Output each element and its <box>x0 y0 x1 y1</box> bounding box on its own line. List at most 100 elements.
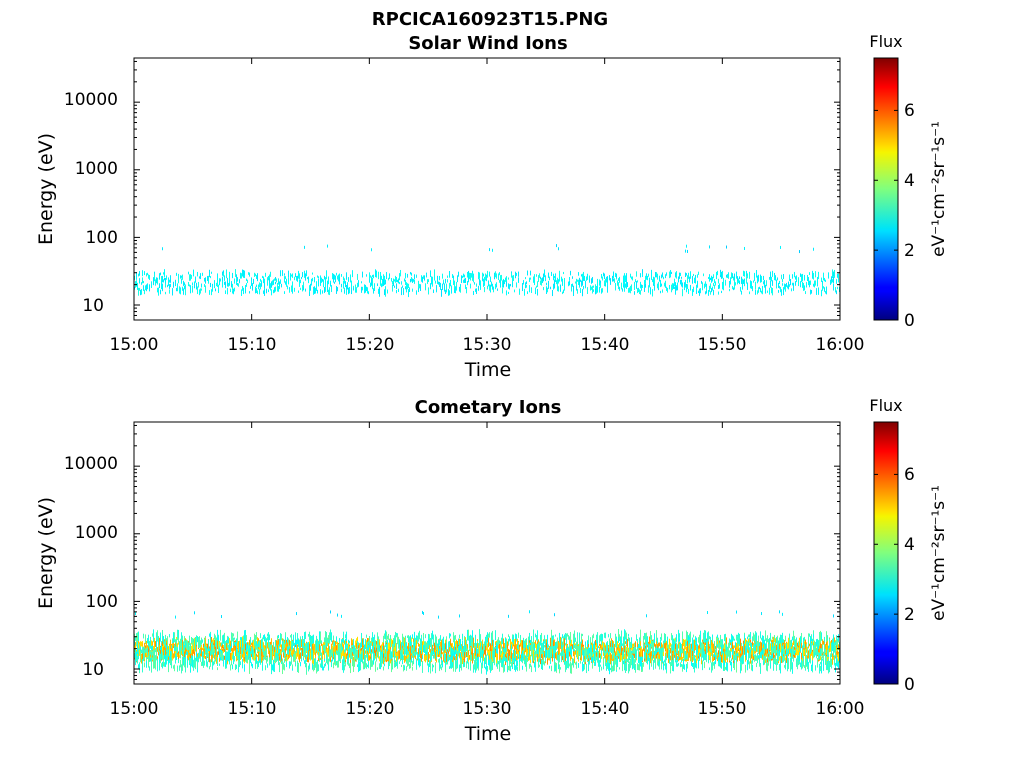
heatmap-cell <box>226 662 227 669</box>
heatmap-cell <box>518 271 519 277</box>
heatmap-cell <box>486 654 487 664</box>
heatmap-cell <box>138 664 139 669</box>
heatmap-cell <box>682 288 683 297</box>
heatmap-cell <box>445 289 446 294</box>
heatmap-cell <box>443 654 444 662</box>
heatmap-cell <box>236 651 237 662</box>
heatmap-cell <box>278 644 279 655</box>
heatmap-cell <box>648 285 649 293</box>
heatmap-cell <box>461 651 462 662</box>
heatmap-cell <box>519 645 520 657</box>
heatmap-cell <box>569 644 570 651</box>
heatmap-cell <box>316 286 317 291</box>
heatmap-cell <box>173 665 174 669</box>
heatmap-cell <box>154 649 155 660</box>
heatmap-cell <box>357 642 358 650</box>
heatmap-cell <box>432 644 433 655</box>
heatmap-cell <box>157 646 158 652</box>
heatmap-cell <box>223 655 224 665</box>
heatmap-cell <box>214 642 215 654</box>
heatmap-cell <box>271 644 272 656</box>
heatmap-cell <box>423 611 424 615</box>
heatmap-cell <box>617 657 618 663</box>
heatmap-cell <box>427 652 428 659</box>
heatmap-cell <box>419 644 420 649</box>
heatmap-cell <box>447 657 448 665</box>
heatmap-cell <box>586 647 587 655</box>
heatmap-cell <box>155 279 156 286</box>
heatmap-cell <box>331 643 332 652</box>
heatmap-cell <box>472 642 473 647</box>
heatmap-cell <box>251 642 252 646</box>
heatmap-cell <box>546 642 547 654</box>
heatmap-cell <box>373 637 374 648</box>
heatmap-cell <box>182 635 183 640</box>
heatmap-cell <box>605 283 606 287</box>
heatmap-cell <box>348 639 349 643</box>
heatmap-cell <box>297 660 298 665</box>
heatmap-cell <box>241 649 242 657</box>
heatmap-cell <box>235 650 236 655</box>
heatmap-cell <box>622 288 623 292</box>
colorbar-tick-label: 2 <box>904 241 915 261</box>
heatmap-cell <box>769 287 770 295</box>
heatmap-cell <box>752 286 753 292</box>
heatmap-cell <box>580 279 581 282</box>
heatmap-cell <box>321 641 322 646</box>
heatmap-cell <box>394 285 395 288</box>
heatmap-cell <box>625 630 626 640</box>
heatmap-cell <box>442 273 443 279</box>
heatmap-cell <box>629 287 630 293</box>
heatmap-cell <box>179 641 180 650</box>
heatmap-cell <box>439 658 440 670</box>
heatmap-cell <box>618 278 619 281</box>
heatmap-cell <box>256 632 257 640</box>
heatmap-cell <box>138 631 139 641</box>
heatmap-cell <box>415 643 416 646</box>
heatmap-cell <box>551 640 552 653</box>
heatmap-cell <box>454 639 455 651</box>
heatmap-cell <box>180 646 181 659</box>
heatmap-cell <box>205 636 206 639</box>
heatmap-cell <box>565 643 566 646</box>
heatmap-cell <box>420 638 421 643</box>
heatmap-cell <box>632 648 633 660</box>
heatmap-cell <box>305 273 306 281</box>
heatmap-cell <box>730 279 731 285</box>
heatmap-cell <box>277 647 278 657</box>
heatmap-cell <box>595 659 596 662</box>
heatmap-cell <box>356 287 357 292</box>
heatmap-cell <box>539 641 540 649</box>
heatmap-cell <box>203 656 204 665</box>
heatmap-cell <box>593 646 594 654</box>
heatmap-cell <box>239 654 240 666</box>
heatmap-cell <box>140 646 141 651</box>
heatmap-cell <box>393 638 394 650</box>
heatmap-cell <box>522 640 523 650</box>
heatmap-cell <box>493 641 494 651</box>
heatmap-cell <box>612 647 613 659</box>
heatmap-cell <box>228 650 229 662</box>
heatmap-cell <box>393 646 394 658</box>
heatmap-cell <box>495 271 496 278</box>
heatmap-cell <box>320 645 321 656</box>
heatmap-cell <box>496 663 497 667</box>
heatmap-cell <box>598 658 599 667</box>
heatmap-cell <box>603 664 604 670</box>
heatmap-cell <box>162 638 163 647</box>
heatmap-cell <box>156 637 157 644</box>
heatmap-cell <box>594 641 595 653</box>
heatmap-cell <box>258 641 259 648</box>
heatmap-cell <box>798 278 799 287</box>
heatmap-cell <box>187 651 188 656</box>
heatmap-cell <box>622 643 623 646</box>
heatmap-cell <box>712 276 713 282</box>
heatmap-cell <box>760 288 761 293</box>
heatmap-cell <box>500 641 501 650</box>
heatmap-cell <box>514 667 515 671</box>
heatmap-cell <box>804 285 805 291</box>
heatmap-cell <box>526 281 527 285</box>
heatmap-cell <box>621 282 622 290</box>
heatmap-cell <box>256 284 257 288</box>
heatmap-cell <box>554 645 555 654</box>
